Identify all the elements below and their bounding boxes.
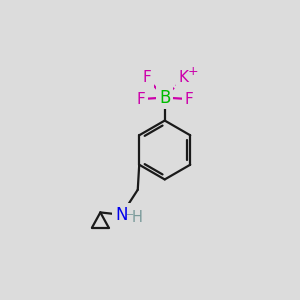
Text: F: F bbox=[142, 70, 151, 85]
Text: −: − bbox=[126, 210, 134, 220]
Text: K: K bbox=[179, 70, 189, 85]
Text: N: N bbox=[115, 206, 128, 224]
Text: H: H bbox=[131, 210, 142, 225]
Text: B: B bbox=[159, 88, 170, 106]
Text: F: F bbox=[184, 92, 193, 106]
Text: +: + bbox=[188, 65, 198, 78]
Text: F: F bbox=[136, 92, 145, 106]
